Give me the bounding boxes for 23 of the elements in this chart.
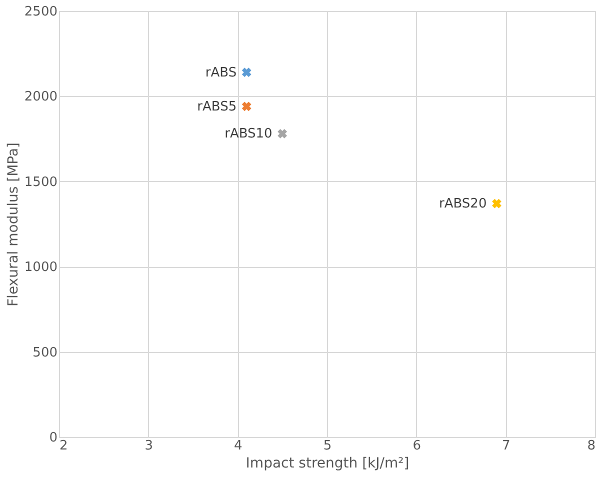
point bbox=[278, 128, 288, 138]
y-tick-label: 2000 bbox=[24, 90, 58, 105]
x-tick-label: 6 bbox=[412, 438, 421, 454]
series-label: rABS5 bbox=[197, 99, 237, 114]
x-axis-title: Impact strength [kJ/m²] bbox=[246, 456, 410, 472]
point bbox=[492, 198, 502, 208]
x-tick-label: 2 bbox=[60, 438, 68, 454]
y-tick-label: 0 bbox=[49, 430, 58, 446]
point bbox=[242, 102, 252, 112]
x-tick-label: 8 bbox=[587, 438, 596, 454]
y-axis-title: Flexural modulus [MPa] bbox=[5, 142, 22, 307]
point bbox=[242, 68, 252, 78]
series-label: rABS20 bbox=[439, 196, 487, 212]
y-tick-label: 1500 bbox=[24, 174, 58, 190]
series-label: rABS bbox=[205, 65, 237, 80]
x-tick-label: 3 bbox=[144, 438, 153, 454]
x-tick-label: 7 bbox=[502, 438, 510, 454]
x-tick-label: 5 bbox=[323, 438, 332, 454]
y-tick-label: 500 bbox=[32, 345, 58, 360]
series-label: rABS10 bbox=[224, 126, 272, 142]
y-tick-label: 2500 bbox=[24, 4, 58, 20]
x-tick-label: 4 bbox=[234, 438, 242, 454]
y-tick-label: 1000 bbox=[24, 260, 58, 276]
